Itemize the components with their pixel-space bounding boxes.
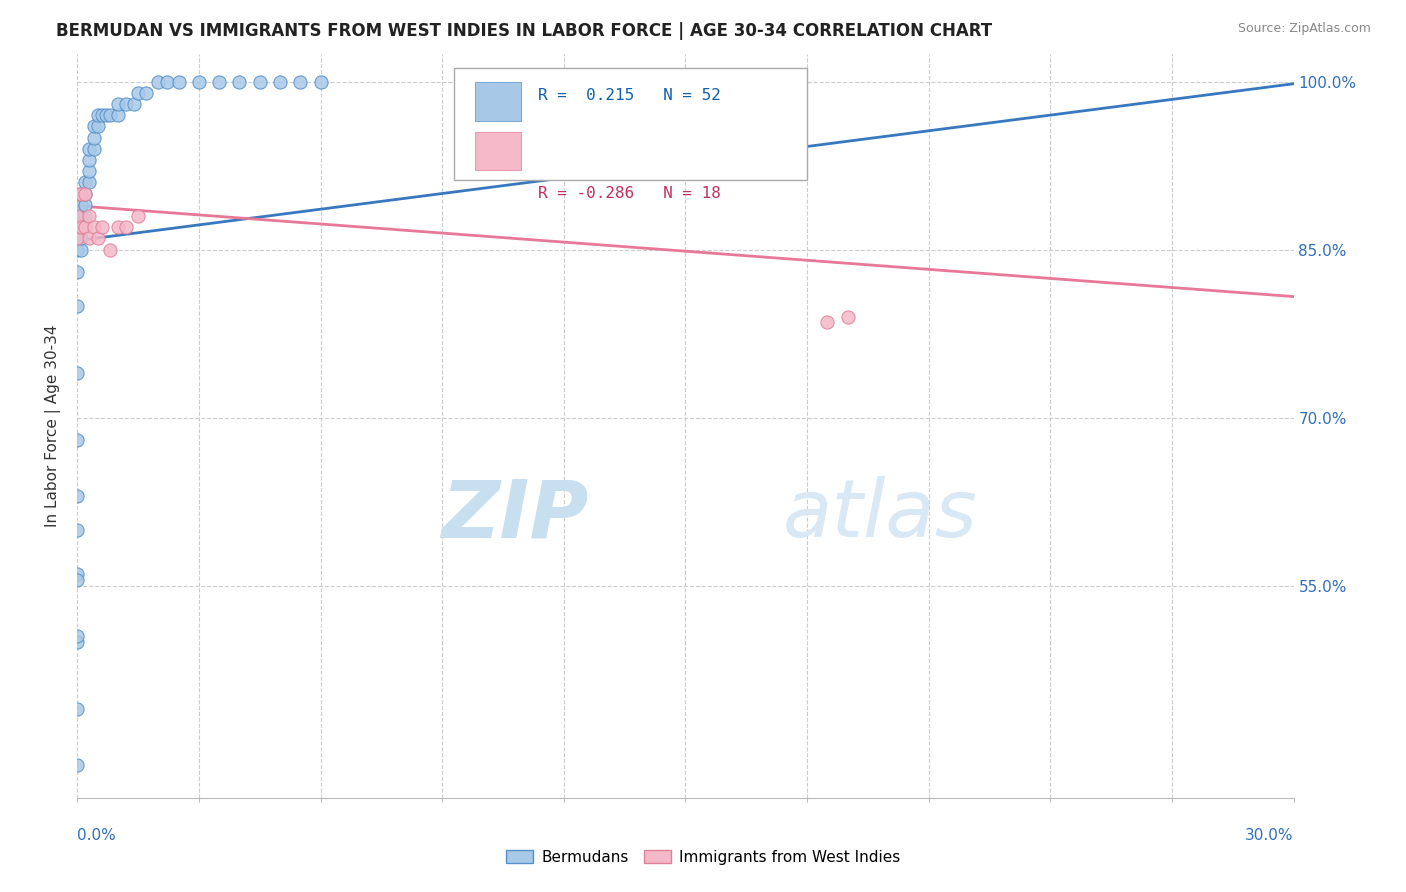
- Point: [167, 74, 190, 88]
- Point: [66, 186, 89, 201]
- Point: [115, 97, 138, 112]
- Point: [83, 120, 105, 134]
- Point: [75, 198, 97, 212]
- Point: [148, 74, 170, 88]
- Point: [66, 634, 89, 648]
- Point: [83, 220, 105, 235]
- Point: [228, 74, 250, 88]
- Point: [70, 186, 93, 201]
- Point: [98, 243, 121, 257]
- Point: [70, 220, 93, 235]
- Point: [70, 231, 93, 245]
- Point: [115, 220, 138, 235]
- Point: [122, 97, 145, 112]
- Point: [107, 220, 129, 235]
- Point: [290, 74, 312, 88]
- Point: [86, 108, 108, 122]
- Point: [79, 164, 101, 178]
- Point: [66, 366, 89, 380]
- Point: [79, 142, 101, 156]
- Point: [135, 86, 157, 100]
- Point: [66, 489, 89, 503]
- Point: [66, 573, 89, 587]
- Text: ZIP: ZIP: [440, 476, 588, 554]
- Text: R =  0.215   N = 52: R = 0.215 N = 52: [538, 88, 721, 103]
- Point: [269, 74, 291, 88]
- Point: [90, 108, 112, 122]
- Point: [127, 209, 149, 223]
- Point: [75, 209, 97, 223]
- Text: BERMUDAN VS IMMIGRANTS FROM WEST INDIES IN LABOR FORCE | AGE 30-34 CORRELATION C: BERMUDAN VS IMMIGRANTS FROM WEST INDIES …: [56, 22, 993, 40]
- Y-axis label: In Labor Force | Age 30-34: In Labor Force | Age 30-34: [45, 325, 62, 527]
- Point: [66, 757, 89, 772]
- Point: [66, 523, 89, 537]
- Point: [66, 567, 89, 582]
- FancyBboxPatch shape: [475, 132, 522, 170]
- Point: [86, 231, 108, 245]
- Point: [70, 186, 93, 201]
- Point: [66, 702, 89, 716]
- Point: [75, 186, 97, 201]
- Point: [66, 629, 89, 643]
- Point: [86, 120, 108, 134]
- Legend: Bermudans, Immigrants from West Indies: Bermudans, Immigrants from West Indies: [499, 844, 907, 871]
- Point: [75, 175, 97, 189]
- Point: [66, 243, 89, 257]
- Point: [70, 220, 93, 235]
- Point: [90, 220, 112, 235]
- Text: 0.0%: 0.0%: [77, 828, 117, 843]
- FancyBboxPatch shape: [475, 82, 522, 120]
- Point: [75, 186, 97, 201]
- FancyBboxPatch shape: [454, 69, 807, 180]
- Point: [837, 310, 859, 324]
- Point: [127, 86, 149, 100]
- Point: [79, 209, 101, 223]
- Point: [188, 74, 211, 88]
- Point: [309, 74, 332, 88]
- Point: [66, 299, 89, 313]
- Point: [70, 209, 93, 223]
- Point: [249, 74, 271, 88]
- Point: [98, 108, 121, 122]
- Point: [66, 265, 89, 279]
- Point: [94, 108, 117, 122]
- Text: R = -0.286   N = 18: R = -0.286 N = 18: [538, 186, 721, 201]
- Text: 30.0%: 30.0%: [1246, 828, 1294, 843]
- Point: [66, 231, 89, 245]
- Point: [155, 74, 177, 88]
- Point: [70, 243, 93, 257]
- Point: [83, 142, 105, 156]
- Point: [107, 108, 129, 122]
- Point: [815, 315, 838, 329]
- Point: [83, 130, 105, 145]
- Point: [79, 231, 101, 245]
- Text: atlas: atlas: [783, 476, 977, 554]
- Point: [66, 220, 89, 235]
- Point: [79, 153, 101, 167]
- Point: [66, 433, 89, 447]
- Text: Source: ZipAtlas.com: Source: ZipAtlas.com: [1237, 22, 1371, 36]
- Point: [66, 209, 89, 223]
- Point: [208, 74, 231, 88]
- Point: [79, 175, 101, 189]
- Point: [70, 198, 93, 212]
- Point: [75, 220, 97, 235]
- Point: [107, 97, 129, 112]
